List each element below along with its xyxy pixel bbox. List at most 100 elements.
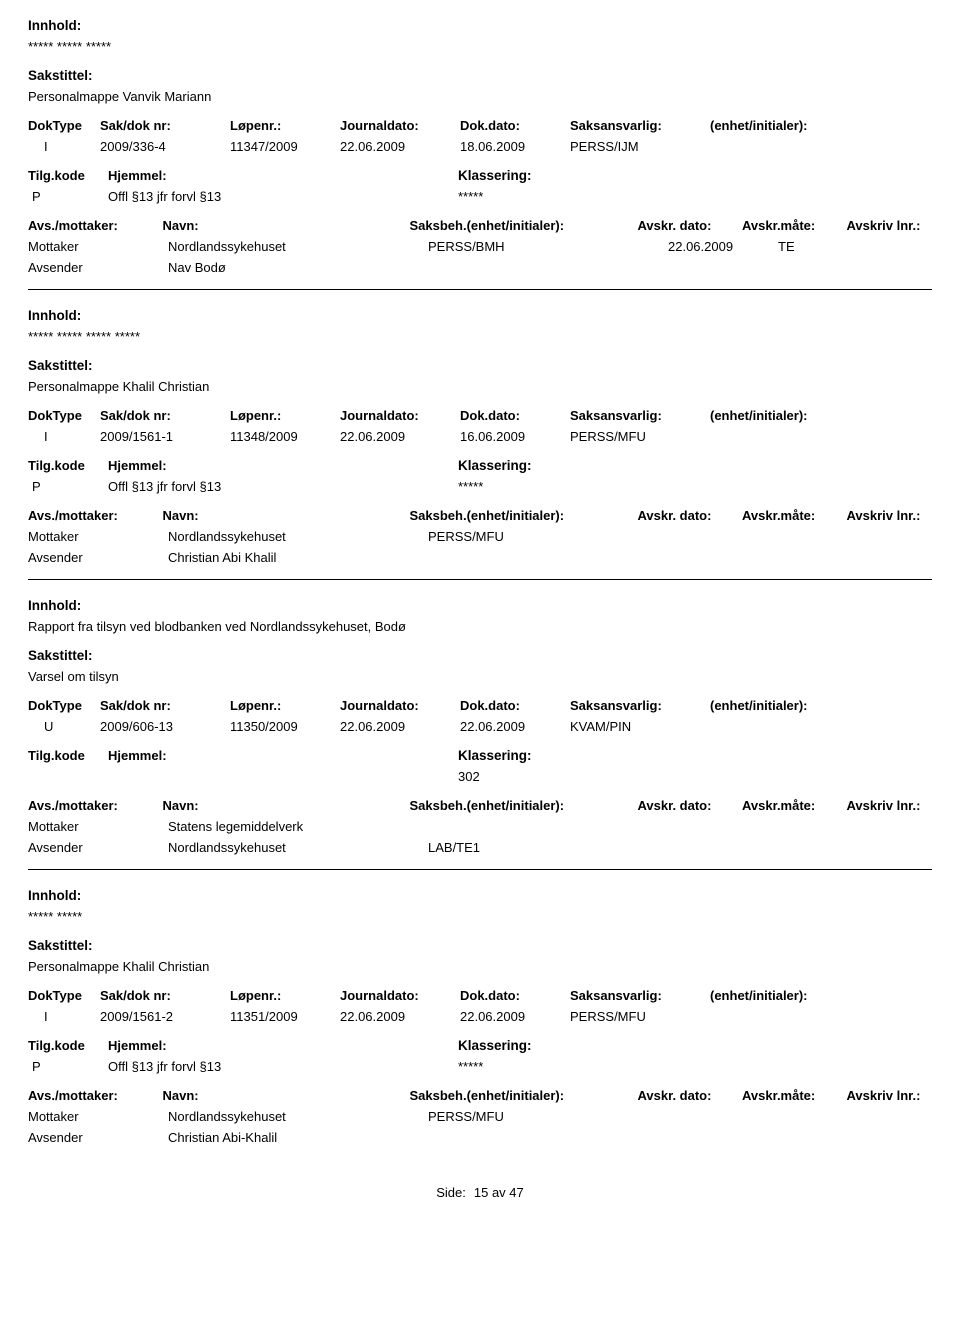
party-saksbeh — [428, 550, 668, 565]
sakdok-header: Sak/dok nr: — [100, 118, 230, 133]
party-saksbeh: LAB/TE1 — [428, 840, 668, 855]
klassering-value: ***** — [458, 189, 532, 204]
saksbeh-header: Saksbeh.(enhet/initialer): — [410, 798, 638, 813]
journaldato-header: Journaldato: — [340, 118, 460, 133]
enhet-initialer-header: (enhet/initialer): — [710, 118, 860, 133]
tilg-klass-row: Tilg.kodeHjemmel:Klassering:302 — [28, 748, 932, 784]
side-label: Side: — [436, 1185, 466, 1200]
dokdato-value: 22.06.2009 — [460, 719, 570, 734]
tilgkode-header: Tilg.kode — [28, 748, 108, 763]
sakstittel-label: Sakstittel: — [28, 358, 932, 373]
doktype-header: DokType — [28, 988, 100, 1003]
party-avskr-mate: TE — [778, 239, 888, 254]
lopenr-header: Løpenr.: — [230, 698, 340, 713]
klassering-block: Klassering:***** — [458, 1038, 532, 1074]
party-avskr-dato — [668, 550, 778, 565]
avs-mottaker-label: Avs./mottaker: — [28, 798, 133, 813]
party-avskr-dato — [668, 1130, 778, 1145]
party-navn: Statens legemiddelverk — [138, 819, 428, 834]
party-navn: Nordlandssykehuset — [138, 239, 428, 254]
innhold-value: ***** ***** ***** ***** — [28, 329, 932, 344]
saksbeh-header: Saksbeh.(enhet/initialer): — [410, 508, 638, 523]
party-row: AvsenderNordlandssykehusetLAB/TE1 — [28, 840, 932, 855]
tilg-hjemmel-block: Tilg.kodeHjemmel: — [28, 748, 458, 784]
tilg-hjemmel-header: Tilg.kodeHjemmel: — [28, 748, 458, 763]
party-avskr-dato — [668, 1109, 778, 1124]
meta-value-row: U2009/606-1311350/200922.06.200922.06.20… — [28, 719, 932, 734]
journal-entry: Innhold:***** ***** *****Sakstittel:Pers… — [28, 18, 932, 275]
entry-divider — [28, 579, 932, 580]
doktype-value: I — [28, 429, 100, 444]
sakstittel-label: Sakstittel: — [28, 938, 932, 953]
party-row: MottakerNordlandssykehusetPERSS/MFU — [28, 1109, 932, 1124]
party-avskr-mate — [778, 840, 888, 855]
party-saksbeh: PERSS/MFU — [428, 529, 668, 544]
meta-header-row: DokTypeSak/dok nr:Løpenr.:Journaldato:Do… — [28, 408, 932, 423]
navn-header: Navn: — [133, 218, 410, 233]
avs-mottaker-label: Avs./mottaker: — [28, 508, 133, 523]
hjemmel-value: Offl §13 jfr forvl §13 — [108, 479, 458, 494]
tilg-klass-row: Tilg.kodeHjemmel:POffl §13 jfr forvl §13… — [28, 1038, 932, 1074]
meta-header-row: DokTypeSak/dok nr:Løpenr.:Journaldato:Do… — [28, 988, 932, 1003]
saksansvarlig-header: Saksansvarlig: — [570, 118, 710, 133]
journaldato-value: 22.06.2009 — [340, 1009, 460, 1024]
avs-mottaker-header: Avs./mottaker:Navn:Saksbeh.(enhet/initia… — [28, 1088, 932, 1103]
lopenr-header: Løpenr.: — [230, 118, 340, 133]
sakstittel-label: Sakstittel: — [28, 648, 932, 663]
party-role: Avsender — [28, 840, 138, 855]
lopenr-value: 11347/2009 — [230, 139, 340, 154]
avskr-mate-header: Avskr.måte: — [742, 218, 847, 233]
doktype-header: DokType — [28, 408, 100, 423]
doktype-value: I — [28, 1009, 100, 1024]
tilg-hjemmel-values: POffl §13 jfr forvl §13 — [28, 479, 458, 494]
tilgkode-header: Tilg.kode — [28, 168, 108, 183]
lopenr-header: Løpenr.: — [230, 988, 340, 1003]
doktype-value: I — [28, 139, 100, 154]
party-role: Mottaker — [28, 819, 138, 834]
tilg-hjemmel-block: Tilg.kodeHjemmel:POffl §13 jfr forvl §13 — [28, 1038, 458, 1074]
sakdok-header: Sak/dok nr: — [100, 988, 230, 1003]
avs-mottaker-label: Avs./mottaker: — [28, 1088, 133, 1103]
saksansvarlig-header: Saksansvarlig: — [570, 988, 710, 1003]
avskriv-lnr-header: Avskriv lnr.: — [847, 218, 933, 233]
journaldato-value: 22.06.2009 — [340, 139, 460, 154]
party-saksbeh — [428, 819, 668, 834]
sakdok-header: Sak/dok nr: — [100, 408, 230, 423]
sakstittel-value: Personalmappe Khalil Christian — [28, 379, 932, 394]
avskr-dato-header: Avskr. dato: — [638, 218, 743, 233]
innhold-label: Innhold: — [28, 18, 932, 33]
party-avskr-mate — [778, 529, 888, 544]
party-role: Avsender — [28, 1130, 138, 1145]
hjemmel-header: Hjemmel: — [108, 1038, 458, 1053]
dokdato-header: Dok.dato: — [460, 988, 570, 1003]
avskr-dato-header: Avskr. dato: — [638, 508, 743, 523]
lopenr-value: 11350/2009 — [230, 719, 340, 734]
lopenr-value: 11348/2009 — [230, 429, 340, 444]
party-avskr-mate — [778, 819, 888, 834]
avskr-mate-header: Avskr.måte: — [742, 1088, 847, 1103]
meta-header-row: DokTypeSak/dok nr:Løpenr.:Journaldato:Do… — [28, 698, 932, 713]
tilg-klass-row: Tilg.kodeHjemmel: POffl §13 jfr forvl §13… — [28, 458, 932, 494]
innhold-label: Innhold: — [28, 308, 932, 323]
hjemmel-header: Hjemmel: — [108, 458, 458, 473]
innhold-value: ***** ***** — [28, 909, 932, 924]
enhet-initialer-header: (enhet/initialer): — [710, 988, 860, 1003]
av-label: av — [492, 1185, 509, 1200]
sakstittel-value: Varsel om tilsyn — [28, 669, 932, 684]
doktype-value: U — [28, 719, 100, 734]
party-navn: Christian Abi-Khalil — [138, 1130, 428, 1145]
journal-entry: Innhold:Rapport fra tilsyn ved blodbanke… — [28, 598, 932, 855]
journaldato-value: 22.06.2009 — [340, 429, 460, 444]
doktype-header: DokType — [28, 698, 100, 713]
tilgkode-header: Tilg.kode — [28, 458, 108, 473]
journaldato-header: Journaldato: — [340, 408, 460, 423]
tilg-hjemmel-header: Tilg.kodeHjemmel: — [28, 168, 458, 183]
journaldato-header: Journaldato: — [340, 988, 460, 1003]
party-role: Mottaker — [28, 1109, 138, 1124]
avskr-mate-header: Avskr.måte: — [742, 508, 847, 523]
party-avskr-dato — [668, 840, 778, 855]
klassering-block: Klassering:302 — [458, 748, 532, 784]
doktype-header: DokType — [28, 118, 100, 133]
hjemmel-header: Hjemmel: — [108, 748, 458, 763]
page-total: 47 — [509, 1185, 523, 1200]
